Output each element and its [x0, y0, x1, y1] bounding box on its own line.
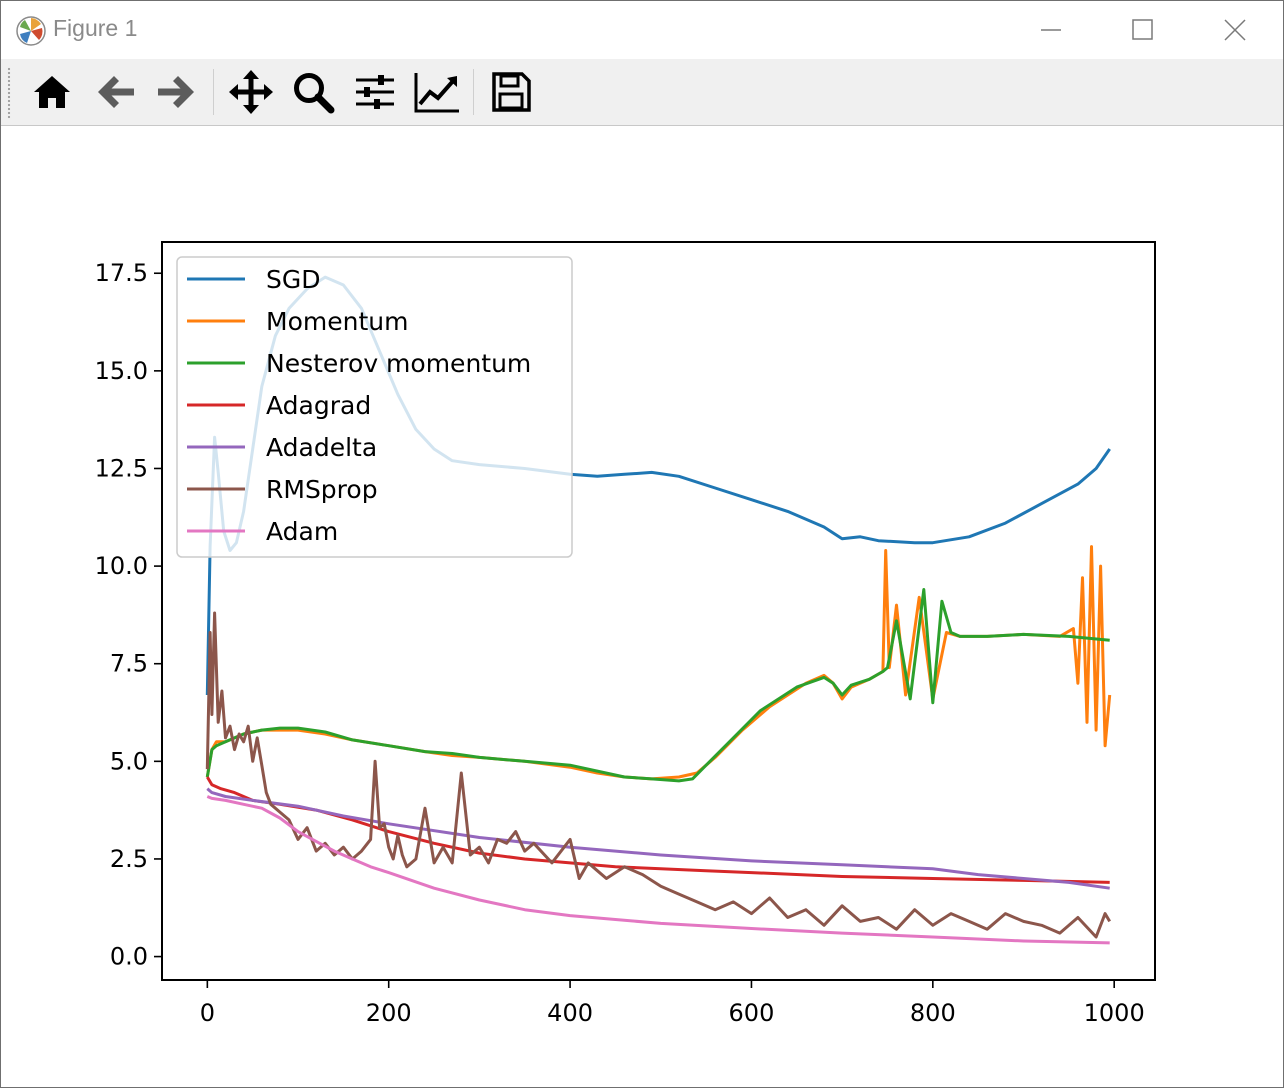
legend-label: Adagrad — [266, 391, 371, 420]
save-button[interactable] — [486, 67, 536, 117]
y-tick-label: 5.0 — [110, 747, 148, 775]
close-button[interactable] — [1213, 9, 1257, 53]
maximize-button[interactable] — [1121, 9, 1165, 53]
series-line-6 — [205, 611, 1111, 939]
minimize-icon — [1041, 29, 1061, 31]
legend-label: Momentum — [266, 307, 408, 336]
customize-button[interactable] — [412, 67, 462, 117]
y-tick-label: 2.5 — [110, 845, 148, 873]
zoom-icon — [294, 73, 335, 114]
x-tick-label: 600 — [729, 999, 775, 1027]
forward-arrow-icon — [158, 76, 194, 108]
y-tick-label: 0.0 — [110, 943, 148, 971]
x-tick-label: 0 — [200, 999, 215, 1027]
toolbar-grip[interactable] — [7, 67, 11, 119]
forward-button[interactable] — [151, 67, 201, 117]
close-icon — [1224, 19, 1246, 41]
legend-label: Nesterov momentum — [266, 349, 531, 378]
move-icon — [229, 70, 273, 114]
sliders-icon — [356, 75, 394, 109]
y-tick-label: 15.0 — [95, 357, 148, 385]
navigation-toolbar — [1, 59, 1283, 126]
home-button[interactable] — [27, 67, 77, 117]
legend-label: SGD — [266, 265, 321, 294]
y-tick-label: 10.0 — [95, 552, 148, 580]
y-tick-label: 12.5 — [95, 454, 148, 482]
home-icon — [34, 76, 70, 108]
legend-label: Adam — [266, 517, 338, 546]
axes-frame — [161, 241, 1156, 981]
back-arrow-icon — [98, 76, 134, 108]
series-line-3 — [205, 588, 1110, 783]
legend-box — [176, 256, 573, 558]
series-line-4 — [206, 776, 1110, 884]
legend-label: RMSprop — [266, 475, 378, 504]
zoom-button[interactable] — [288, 67, 338, 117]
back-button[interactable] — [91, 67, 141, 117]
x-tick-label: 400 — [547, 999, 593, 1027]
maximize-icon — [1132, 19, 1153, 40]
y-tick-label: 17.5 — [95, 259, 148, 287]
figure-canvas[interactable]: 0 200 400 600 800 1000 0.0 2.5 5.0 7.5 10.0 12.5 15.… — [1, 126, 1283, 1084]
window-title: Figure 1 — [53, 15, 138, 41]
series-line-7 — [206, 795, 1110, 945]
pan-button[interactable] — [226, 67, 276, 117]
series-line-5 — [206, 787, 1110, 890]
toolbar-separator — [473, 69, 474, 115]
x-tick-label: 800 — [910, 999, 956, 1027]
legend-label: Adadelta — [266, 433, 377, 462]
matplotlib-icon — [16, 16, 46, 46]
title-bar[interactable]: Figure 1 — [1, 1, 1283, 59]
x-tick-label: 200 — [366, 999, 412, 1027]
subplots-button[interactable] — [350, 67, 400, 117]
line-chart-icon — [414, 73, 459, 113]
x-tick-label: 1000 — [1084, 999, 1145, 1027]
save-icon — [492, 72, 531, 112]
minimize-button[interactable] — [1029, 9, 1073, 53]
y-tick-label: 7.5 — [110, 650, 148, 678]
toolbar-separator — [213, 69, 214, 115]
